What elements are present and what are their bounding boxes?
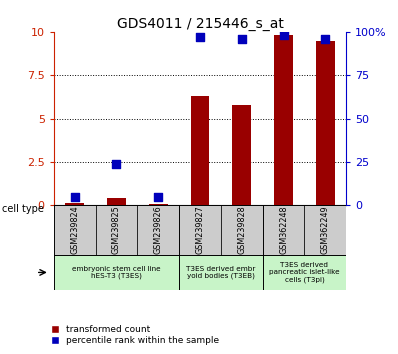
Bar	[232, 105, 251, 205]
FancyBboxPatch shape	[221, 205, 263, 255]
Point	[322, 36, 328, 42]
Bar	[65, 203, 84, 205]
Bar	[107, 198, 126, 205]
Text: GSM362248: GSM362248	[279, 206, 288, 254]
FancyBboxPatch shape	[54, 255, 179, 290]
FancyBboxPatch shape	[96, 205, 137, 255]
Legend: transformed count, percentile rank within the sample: transformed count, percentile rank withi…	[50, 324, 220, 346]
Text: GSM239827: GSM239827	[195, 206, 205, 254]
Point	[155, 194, 162, 200]
Point	[238, 36, 245, 42]
Text: T3ES derived
pancreatic islet-like
cells (T3pi): T3ES derived pancreatic islet-like cells…	[269, 262, 340, 283]
Text: GSM239824: GSM239824	[70, 206, 79, 254]
FancyBboxPatch shape	[179, 255, 263, 290]
FancyBboxPatch shape	[263, 205, 304, 255]
Point	[197, 34, 203, 40]
FancyBboxPatch shape	[263, 255, 346, 290]
Text: GSM362249: GSM362249	[321, 206, 330, 254]
Text: T3ES derived embr
yoid bodies (T3EB): T3ES derived embr yoid bodies (T3EB)	[186, 266, 256, 279]
Bar	[274, 35, 293, 205]
Point	[113, 161, 119, 166]
Bar	[149, 204, 168, 205]
Text: embryonic stem cell line
hES-T3 (T3ES): embryonic stem cell line hES-T3 (T3ES)	[72, 266, 161, 279]
Text: GSM239826: GSM239826	[154, 206, 163, 254]
FancyBboxPatch shape	[54, 205, 96, 255]
Point	[280, 33, 287, 38]
Text: cell type: cell type	[2, 204, 44, 214]
Bar	[191, 96, 209, 205]
FancyBboxPatch shape	[179, 205, 221, 255]
Point	[72, 194, 78, 200]
Bar	[316, 41, 335, 205]
Text: GSM239825: GSM239825	[112, 206, 121, 254]
FancyBboxPatch shape	[304, 205, 346, 255]
FancyBboxPatch shape	[137, 205, 179, 255]
Title: GDS4011 / 215446_s_at: GDS4011 / 215446_s_at	[117, 17, 283, 31]
Text: GSM239828: GSM239828	[237, 206, 246, 254]
